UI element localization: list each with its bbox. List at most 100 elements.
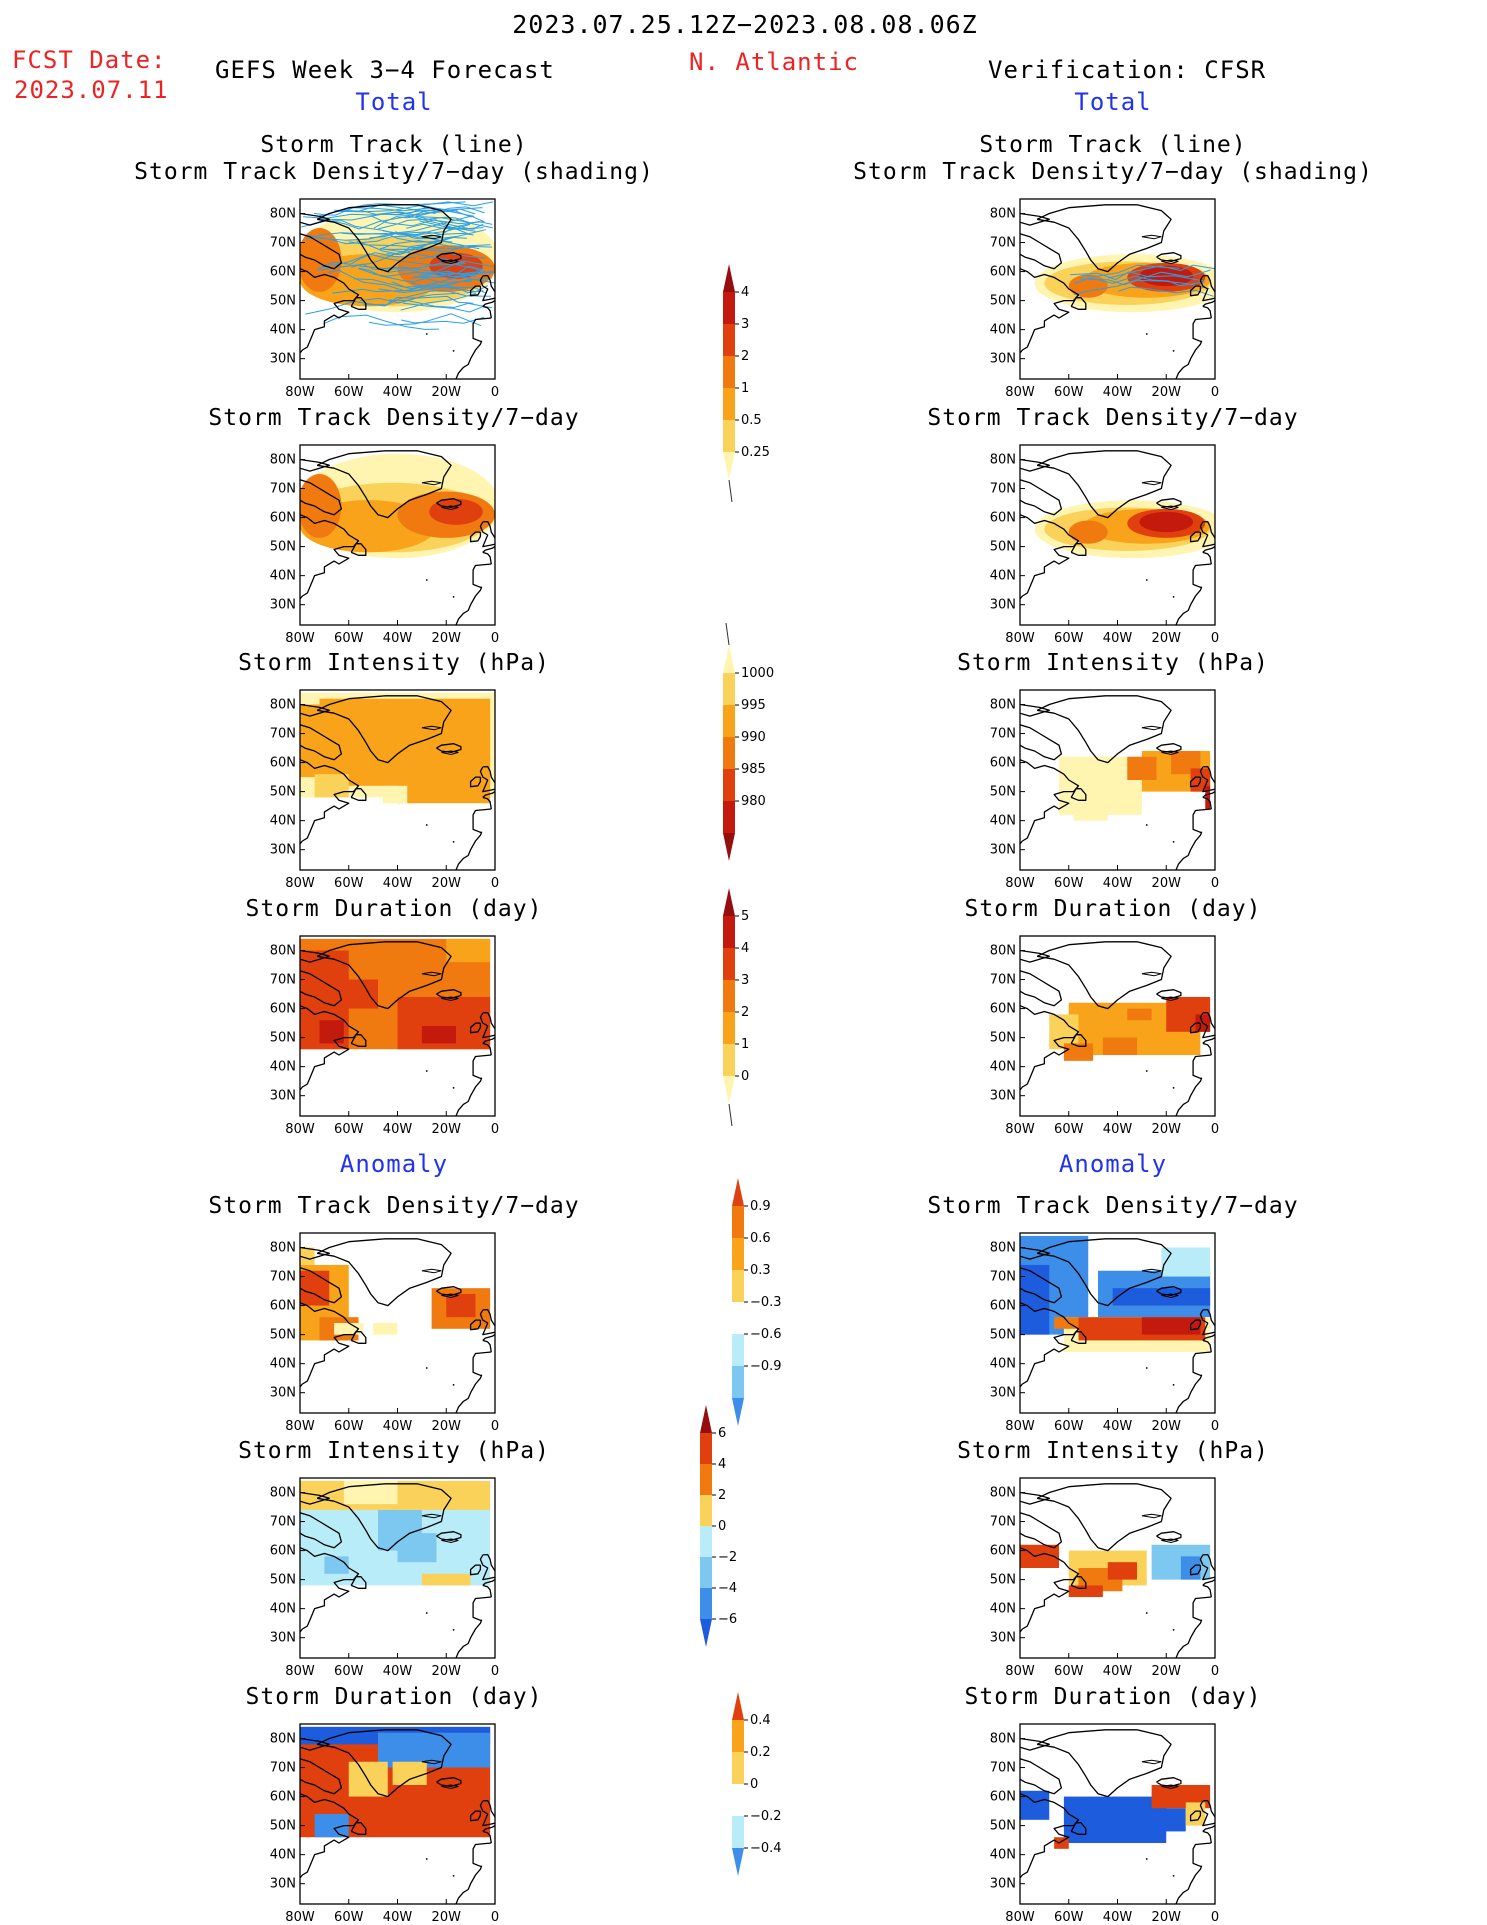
- colorbar-label: 0.2: [750, 1745, 771, 1760]
- island-azores: [1145, 1367, 1148, 1369]
- colorbar-label: 0.9: [750, 1199, 771, 1214]
- coastline-arctic-islands: [1020, 1491, 1050, 1505]
- colorbar-label: 0.5: [741, 413, 762, 428]
- map-layer: [300, 1478, 495, 1658]
- lon-label: 20W: [432, 1664, 462, 1679]
- coastline-newfoundland: [350, 1034, 367, 1047]
- coastline-feature: [1161, 505, 1179, 511]
- coastline-north-america: [300, 1005, 360, 1091]
- colorbar-swatch: [732, 1238, 744, 1270]
- coastline-arctic-islands: [300, 458, 330, 472]
- colorbar-label: 1: [741, 1037, 749, 1052]
- lat-label: 70N: [990, 1515, 1016, 1530]
- lat-label: 80N: [990, 453, 1016, 468]
- map-canvas: 80N 70N 60N 50N 40N 30N 80W 60W 40W 20W 0: [270, 1477, 499, 1679]
- coastline-baffin: [1020, 1512, 1063, 1549]
- colorbar-label: 0: [718, 1519, 726, 1534]
- lon-label: 80W: [285, 385, 315, 400]
- storm-track-line: [1081, 264, 1180, 277]
- colorbar-swatch: [700, 1433, 712, 1464]
- title-duration-anom-right: Storm Duration (day): [964, 1684, 1262, 1710]
- coastline-britain: [479, 1799, 495, 1827]
- coastline-iceland: [436, 252, 462, 263]
- lat-label: 50N: [990, 785, 1016, 800]
- island-madeira: [1172, 595, 1175, 598]
- coastline-greenland: [316, 450, 452, 519]
- coastline-iceland: [1156, 743, 1182, 754]
- coastline-north-america: [300, 1547, 360, 1633]
- storm-track-line: [400, 292, 477, 311]
- lat-label: 50N: [270, 294, 296, 309]
- colorbar-density-total: 4 3 2 1 0.5 0.25: [723, 264, 803, 510]
- colorbar-swatch: [732, 1366, 744, 1398]
- colorbar-label: −0.4: [750, 1841, 782, 1856]
- lat-label: 60N: [270, 511, 296, 526]
- map-layer: [300, 1724, 495, 1904]
- island-azores: [1145, 1070, 1148, 1072]
- colorbar-label: 995: [741, 698, 766, 713]
- coastline-newfoundland: [350, 1822, 367, 1835]
- storm-track-line: [1118, 286, 1214, 297]
- coastline-brittany: [482, 791, 495, 798]
- grid-cell: [343, 1480, 398, 1505]
- lon-label: 80W: [1005, 631, 1035, 646]
- coastline-feature: [1161, 1293, 1179, 1299]
- lon-label: 80W: [285, 1419, 315, 1434]
- storm-track-line: [342, 232, 434, 243]
- colorbar-label: −2: [718, 1550, 737, 1565]
- map-duration-forecast: 80N 70N 60N 50N 40N 30N 80W 60W 40W 20W 0: [265, 934, 499, 1137]
- grid-cell: [446, 938, 491, 963]
- island-madeira: [452, 840, 455, 843]
- map-canvas: 80N 70N 60N 50N 40N 30N 80W 60W 40W 20W 0: [990, 689, 1219, 891]
- lat-label: 50N: [270, 540, 296, 555]
- island-azores: [1145, 333, 1148, 335]
- coastline-greenland: [316, 1483, 452, 1552]
- colorbar-label: −0.3: [750, 1295, 782, 1310]
- lon-label: 20W: [432, 1122, 462, 1137]
- lat-label: 80N: [270, 1732, 296, 1747]
- colorbar-label: 4: [741, 941, 749, 956]
- lat-label: 30N: [270, 1386, 296, 1401]
- coastline-baffin: [1020, 1267, 1063, 1304]
- lat-label: 30N: [990, 1089, 1016, 1104]
- map-density-anom-forecast: 80N 70N 60N 50N 40N 30N 80W 60W 40W 20W 0: [265, 1231, 499, 1434]
- coastline-ireland: [469, 531, 482, 543]
- coastline-newfoundland: [350, 543, 367, 556]
- colorbar-arrow-top: [700, 1405, 712, 1433]
- colorbar-swatch: [723, 916, 735, 948]
- coastline-baffin: [300, 1267, 343, 1304]
- lon-label: 40W: [383, 385, 413, 400]
- lat-label: 70N: [990, 1761, 1016, 1776]
- island-azores: [425, 1367, 428, 1369]
- lat-label: 70N: [270, 973, 296, 988]
- coastline-greenland-inlet: [421, 1268, 442, 1274]
- grid-cell: [421, 1026, 456, 1044]
- colorbar-swatch: [723, 292, 735, 324]
- lat-label: 40N: [270, 323, 296, 338]
- coastline-britain: [1199, 520, 1215, 548]
- colorbar-swatch: [723, 1012, 735, 1044]
- coastline-north-america: [1020, 1005, 1080, 1091]
- colorbar-label: 1: [741, 381, 749, 396]
- coastline-britain: [479, 274, 495, 302]
- coastline-newfoundland: [350, 1331, 367, 1344]
- coastline-ireland: [1189, 285, 1202, 297]
- colorbar-tail: [728, 1103, 733, 1127]
- coastline-greenland-inlet: [1141, 971, 1162, 977]
- grid-cell: [1054, 1837, 1069, 1849]
- storm-track-line: [327, 269, 427, 292]
- coastline-brittany: [1202, 300, 1215, 307]
- coastline-brittany: [1202, 791, 1215, 798]
- grid-cell: [314, 774, 349, 798]
- map-intensity-anom-verification: 80N 70N 60N 50N 40N 30N 80W 60W 40W 20W 0: [985, 1476, 1219, 1679]
- coastline-iceland: [436, 989, 462, 1000]
- coastline-newfoundland: [1070, 1822, 1087, 1835]
- storm-track-line: [410, 260, 493, 279]
- coastline-arctic-islands: [300, 1737, 330, 1751]
- lat-label: 40N: [270, 1357, 296, 1372]
- coastline-iceland: [436, 1286, 462, 1297]
- lat-label: 70N: [270, 236, 296, 251]
- coastline-feature: [441, 750, 459, 756]
- map-canvas: 80N 70N 60N 50N 40N 30N 80W 60W 40W 20W 0: [990, 198, 1219, 400]
- storm-track-line: [358, 267, 484, 277]
